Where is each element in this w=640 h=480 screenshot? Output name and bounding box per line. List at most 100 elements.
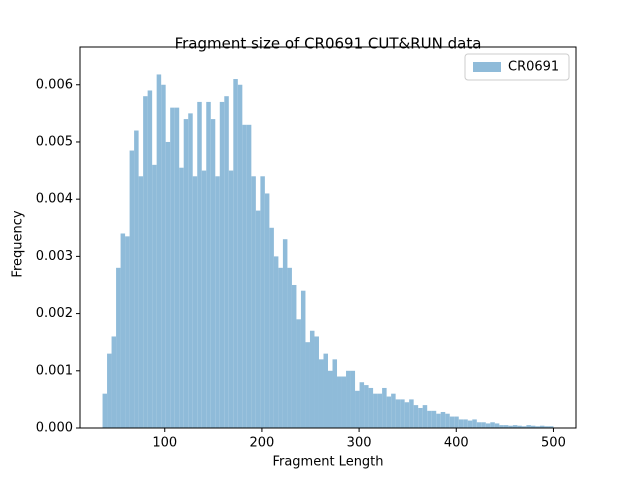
- bar: [449, 416, 455, 428]
- bar: [350, 370, 356, 428]
- bar: [548, 426, 554, 428]
- bar: [521, 426, 527, 428]
- bar: [409, 399, 414, 428]
- bar: [355, 390, 360, 428]
- bar: [368, 387, 374, 428]
- bar: [485, 423, 491, 428]
- bar: [305, 342, 310, 428]
- legend-box: [464, 53, 570, 81]
- bar: [346, 370, 351, 428]
- y-tick-label: 0.003: [36, 249, 73, 264]
- bar: [494, 423, 500, 428]
- bar: [364, 385, 369, 428]
- bar: [269, 227, 274, 428]
- bar: [391, 393, 396, 428]
- bar: [499, 425, 504, 428]
- bar: [422, 405, 428, 428]
- bar: [323, 353, 328, 428]
- bar: [300, 290, 306, 428]
- bar: [183, 119, 189, 428]
- bar: [107, 353, 112, 428]
- bar: [413, 405, 419, 428]
- x-tick-label: 300: [347, 436, 372, 451]
- bar: [179, 167, 184, 428]
- bar: [508, 425, 513, 428]
- y-tick-label: 0.004: [36, 192, 73, 207]
- bar: [192, 176, 198, 428]
- bar: [215, 176, 220, 428]
- bar: [116, 267, 121, 428]
- bar: [467, 420, 473, 428]
- bar: [377, 393, 383, 428]
- bar: [463, 419, 468, 428]
- bar: [359, 382, 365, 428]
- bar: [400, 399, 405, 428]
- bar: [246, 124, 252, 428]
- bar: [535, 426, 540, 428]
- x-tick-label: 400: [444, 436, 469, 451]
- bar: [314, 336, 319, 428]
- plot-frame: [79, 46, 577, 429]
- y-tick-label: 0.001: [36, 363, 73, 378]
- bar: [454, 416, 459, 428]
- bar: [404, 402, 410, 428]
- bar: [386, 396, 392, 428]
- y-tick-label: 0.005: [36, 134, 73, 149]
- bar: [503, 425, 509, 428]
- y-tick-label: 0.002: [36, 306, 73, 321]
- bar: [125, 236, 130, 428]
- bar: [224, 96, 229, 429]
- y-tick-label: 0.006: [36, 77, 73, 92]
- bar: [102, 393, 108, 428]
- bar: [188, 113, 193, 429]
- bar: [544, 426, 549, 428]
- bar: [152, 164, 157, 428]
- bar: [526, 425, 531, 428]
- bar: [472, 419, 477, 428]
- bar: [129, 150, 135, 428]
- bar: [206, 101, 211, 429]
- bar: [174, 107, 180, 428]
- bar: [233, 79, 238, 428]
- legend-swatch: [473, 62, 501, 72]
- bar: [296, 319, 301, 428]
- x-tick-label: 200: [250, 436, 275, 451]
- legend-label: CR0691: [508, 60, 559, 75]
- bar: [138, 176, 144, 428]
- bar: [287, 267, 292, 428]
- bar: [278, 267, 283, 428]
- chart-title: Fragment size of CR0691 CUT&RUN data: [175, 35, 482, 53]
- bar: [255, 210, 261, 428]
- y-axis-label: Frequency: [11, 210, 26, 277]
- bar: [445, 413, 450, 428]
- bar: [156, 74, 162, 428]
- bar: [242, 124, 247, 428]
- bar: [264, 193, 270, 428]
- bar: [458, 419, 464, 428]
- bar: [309, 330, 315, 428]
- bar: [147, 90, 153, 428]
- bar: [219, 101, 225, 429]
- x-tick-label: 500: [541, 436, 566, 451]
- bar: [111, 336, 117, 428]
- bar: [341, 376, 347, 428]
- bar: [197, 101, 202, 429]
- y-tick-label: 0.000: [36, 421, 73, 436]
- bar: [539, 425, 545, 428]
- bar: [373, 393, 378, 428]
- bar: [476, 422, 482, 428]
- bar: [260, 176, 265, 428]
- bar: [170, 107, 175, 428]
- bar: [165, 141, 171, 428]
- bar: [395, 399, 401, 428]
- bar: [143, 96, 148, 429]
- bar: [201, 170, 207, 428]
- bar: [431, 410, 437, 428]
- bar: [337, 376, 342, 428]
- bar: [120, 233, 126, 428]
- bar: [530, 425, 536, 428]
- bar: [440, 411, 446, 428]
- bar: [512, 425, 518, 428]
- bar: [228, 170, 234, 428]
